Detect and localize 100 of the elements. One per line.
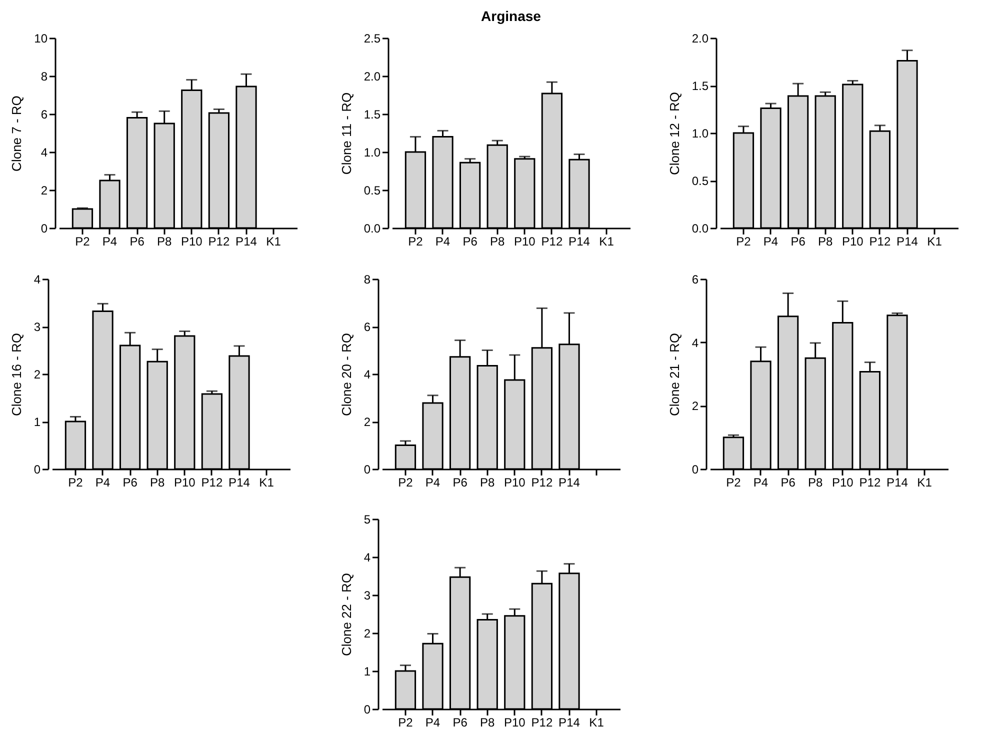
y-axis-title: Clone 21 - RQ [666,332,682,416]
x-tick-label: P6 [122,476,138,490]
y-tick-label: 0 [34,462,41,476]
x-tick-label: P14 [228,476,250,490]
x-tick-label: P6 [780,476,796,490]
y-tick-label: 5 [364,512,371,526]
x-tick-label: P2 [68,476,84,490]
x-tick-label: K1 [599,234,614,248]
y-tick-label: 6 [364,320,371,334]
y-axis-title: Clone 12 - RQ [666,92,682,176]
x-tick-label: P4 [95,476,110,490]
x-tick-label: P6 [452,716,468,730]
x-tick-label: P10 [180,234,203,248]
y-tick-label: 2 [364,415,371,429]
x-tick-label: P8 [490,234,506,248]
x-tick-label: P10 [174,476,196,490]
x-tick-label: K1 [589,716,604,730]
x-tick-label: P12 [541,234,563,248]
y-tick-label: 0.5 [692,174,709,188]
x-tick-label: P8 [157,234,172,248]
x-tick-label: P4 [102,234,118,248]
y-tick-label: 2 [364,626,371,640]
x-tick-label: P2 [736,234,752,248]
x-tick-label: P8 [150,476,166,490]
y-tick-label: 1 [34,415,41,429]
y-tick-label: 0.0 [692,222,709,236]
x-tick-label: P8 [808,476,824,490]
y-tick-label: 4 [364,368,371,382]
x-tick-label: P12 [201,476,223,490]
x-tick-label: P4 [435,234,450,248]
x-tick-label: P6 [462,234,478,248]
y-tick-label: 0.0 [364,222,381,236]
y-tick-label: 2.0 [364,70,381,84]
y-tick-label: 2 [692,399,699,414]
y-tick-label: 0 [692,462,699,476]
chart-title: Arginase [481,8,542,24]
x-tick-label: K1 [259,476,274,490]
x-tick-label: P6 [452,476,468,490]
x-tick-label: P12 [531,716,553,730]
y-tick-label: 0.5 [364,184,381,198]
x-tick-label: P14 [896,234,918,248]
y-tick-label: 4 [40,146,48,160]
y-tick-label: 2 [40,184,48,198]
y-tick-label: 4 [692,336,699,350]
y-tick-label: 8 [364,272,371,286]
y-tick-label: 3 [34,320,41,334]
y-axis-title: Clone 7 - RQ [9,96,24,172]
x-tick-label: P10 [504,716,526,730]
y-axis-title: Clone 20 - RQ [338,332,354,416]
y-axis-title: Clone 16 - RQ [8,332,24,416]
x-tick-label: P6 [790,234,806,248]
y-axis-title: Clone 11 - RQ [338,92,354,175]
x-tick-label: P14 [558,716,580,730]
y-tick-label: 0 [364,702,371,716]
x-tick-label: K1 [917,476,932,490]
x-tick-label: P4 [763,234,778,248]
y-tick-label: 1.5 [364,108,381,122]
y-tick-label: 10 [34,32,48,46]
y-tick-label: 1.0 [364,146,381,160]
x-tick-label: P4 [425,476,440,490]
y-tick-label: 8 [40,70,48,84]
x-tick-label: P8 [818,234,834,248]
x-tick-label: P12 [869,234,891,248]
x-tick-label: P10 [842,234,864,248]
x-tick-label: P14 [558,476,580,490]
x-tick-label: P12 [531,476,553,490]
y-tick-label: 4 [364,550,371,564]
y-tick-label: 2.5 [364,32,381,46]
y-tick-label: 0 [40,222,48,236]
x-tick-label: P4 [425,716,440,730]
x-tick-label: K1 [266,234,282,248]
y-tick-label: 2 [34,368,41,382]
y-tick-label: 4 [34,272,41,286]
x-tick-label: P2 [726,476,742,490]
y-tick-label: 3 [364,588,371,602]
x-tick-label: P6 [130,234,145,248]
x-tick-label: P10 [514,234,536,248]
x-tick-label: P2 [398,476,414,490]
x-tick-label: P10 [832,476,854,490]
x-tick-label: P2 [398,716,414,730]
x-tick-label: P12 [859,476,881,490]
x-tick-label: P10 [504,476,526,490]
x-tick-label: P8 [480,476,496,490]
x-tick-label: P14 [568,234,590,248]
x-tick-label: P12 [208,234,230,248]
x-tick-label: P14 [236,234,258,248]
y-tick-label: 0 [364,462,371,476]
x-tick-label: K1 [927,234,942,248]
y-tick-label: 1.5 [692,79,709,93]
y-tick-label: 1.0 [692,126,709,140]
y-tick-label: 6 [692,272,699,286]
x-tick-label: P8 [480,716,496,730]
x-tick-label: P2 [75,234,90,248]
y-axis-title: Clone 22 - RQ [338,572,354,656]
x-tick-label: P14 [886,476,908,490]
x-tick-label: P2 [408,234,424,248]
y-tick-label: 6 [40,108,48,122]
y-tick-label: 1 [364,664,371,678]
x-tick-label: P4 [753,476,768,490]
y-tick-label: 2.0 [692,32,709,46]
